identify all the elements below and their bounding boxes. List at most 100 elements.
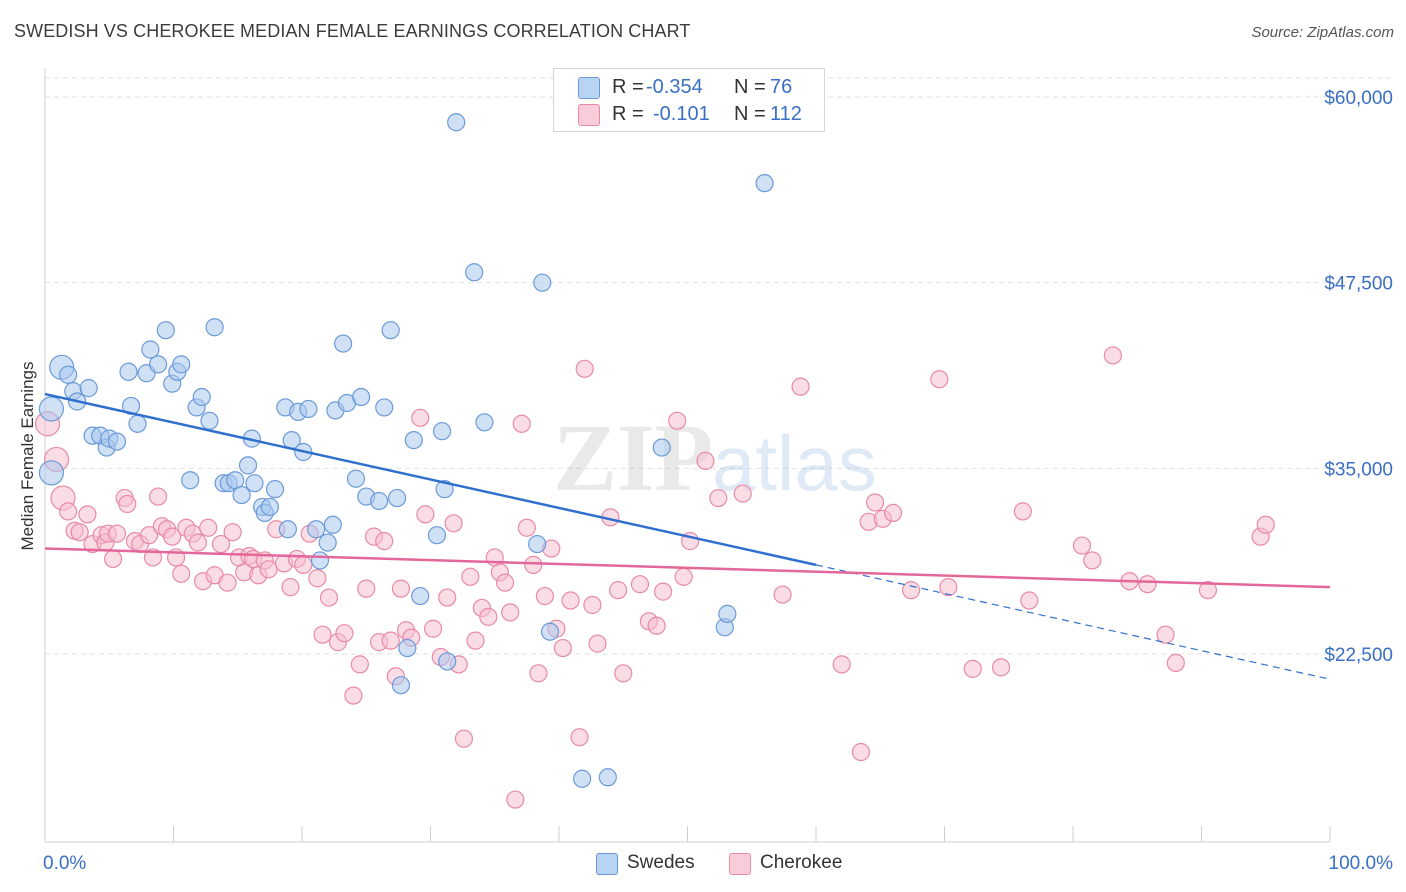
cherokee-point [1083,551,1102,570]
cherokee-trend-line [44,547,1331,589]
cherokee-point [791,377,810,396]
cherokee-point [223,523,242,542]
cherokee-point [118,494,137,514]
cherokee-point [172,564,191,583]
cherokee-point [218,573,237,592]
cherokee-point [308,569,327,588]
legend-n-value: 112 [770,103,802,125]
cherokee-point [773,585,792,604]
cherokee-point [512,414,531,433]
cherokee-point [883,503,903,522]
cherokee-point [350,655,369,674]
cherokee-point [733,484,752,503]
cherokee-point [901,581,921,600]
cherokee-point [832,655,851,674]
legend-n-value: 76 [770,76,793,98]
cherokee-point [444,514,463,533]
tick-labels: $22,500 $35,000 $47,500 $60,000 0.0% 100.0% [43,88,1393,874]
y-tick-label: $35,000 [1324,459,1393,480]
x-tick-label: 100.0% [1329,853,1394,874]
cherokee-point [668,411,687,430]
swedes-point [432,422,452,441]
swedes-point [404,431,423,450]
cherokee-point [313,625,332,644]
cherokee-point [139,526,159,545]
cherokee-point [423,619,443,638]
cherokee-point [438,588,457,607]
cherokee-point [506,790,525,809]
swedes-point [310,551,330,570]
cherokee-point [535,586,554,606]
legend-r-value: -0.101 [653,103,710,125]
swedes-point [475,413,494,432]
cherokee-point [1256,515,1275,534]
swedes-point [411,586,430,606]
cherokee-point [1166,653,1185,673]
legend-row-swedes: R = -0.354 N = 76 [554,75,824,99]
cherokee-point [630,575,650,594]
cherokee-point [517,518,536,537]
cherokee-point [391,579,411,598]
cherokee-point [104,549,123,569]
legend-r-label: R = [612,103,644,125]
y-tick-label: $60,000 [1324,88,1393,109]
swedes-point [465,263,484,282]
cherokee-point [696,451,715,471]
cherokee-point [1198,581,1218,600]
cherokee-point [107,524,127,543]
legend-n-label: N = [734,103,766,125]
bottom-legend-swatch-cherokee [729,853,751,875]
cherokee-point [583,595,602,615]
swedes-point [438,652,457,671]
cherokee-point [357,579,376,598]
y-tick-label: $47,500 [1324,274,1393,295]
cherokee-point [259,560,278,579]
cherokee-point [148,487,168,506]
cherokee-point [294,555,313,574]
cherokee-point [991,658,1011,677]
swedes-point [447,113,466,132]
cherokee-point [188,533,208,552]
swedes-point [141,340,160,359]
swedes-point [200,411,219,430]
swedes-point [323,515,342,534]
y-axis-label: Median Female Earnings [18,361,37,551]
cherokee-point [851,742,871,762]
swedes-point [718,604,737,623]
cherokee-point [281,578,300,597]
swedes-point [107,432,127,451]
cherokee-point [939,578,958,597]
x-tick-label: 0.0% [43,853,86,874]
legend-row-cherokee: R = -0.101 N = 112 [554,102,824,126]
cherokee-point [1072,536,1092,555]
cherokee-point [335,624,354,643]
cherokee-point [1020,591,1039,610]
swedes-point [148,355,168,374]
swedes-point [375,398,394,417]
cherokee-point [70,523,89,542]
swedes-point [192,387,211,407]
swedes-point [755,174,774,193]
swedes-point [427,526,447,545]
swedes-point [528,534,547,554]
swedes-point [121,396,141,416]
swedes-trend-line [44,392,817,567]
swedes-point [245,474,264,493]
cherokee-point [609,581,628,600]
swedes-point [381,321,400,340]
cherokee-point [614,664,633,683]
swedes-point [346,469,366,488]
cherokee-point [1103,346,1122,365]
swedes-trend-extension [815,564,1331,680]
cherokee-point [930,370,949,389]
cherokee-points [34,346,1275,809]
swedes-point [598,768,617,787]
swedes-point [370,491,389,511]
swedes-point [59,365,78,384]
swedes-point [205,318,224,337]
swedes-point [156,321,175,340]
watermark-zip: ZIP [553,404,713,511]
cherokee-point [163,527,182,546]
cherokee-point [529,664,548,683]
